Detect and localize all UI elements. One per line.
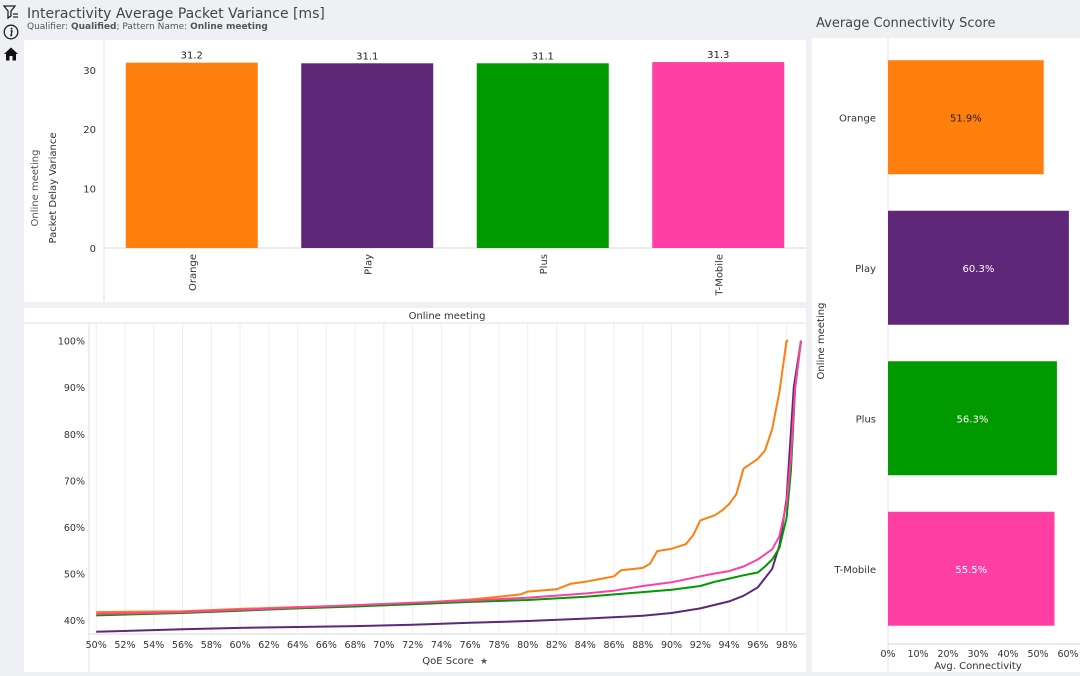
bar-play: [301, 63, 434, 248]
hbar-value-label: 56.3%: [957, 414, 989, 425]
x-tick-label: 62%: [258, 640, 279, 651]
qoe-cdf-chart: Online meeting 40% 50% 60% 70% 80% 90% 100% 50%…: [24, 311, 806, 672]
x-tick-label: 94%: [719, 640, 740, 651]
x-tick-label: 98%: [776, 640, 797, 651]
connectivity-panel: Online meeting 51.9% Orange 60.3% Play 56.3%…: [812, 38, 1080, 672]
filter-icon[interactable]: [2, 3, 20, 21]
x-tick-label: 68%: [345, 640, 366, 651]
x-tick-label: 78%: [488, 640, 509, 651]
toolbar: [0, 0, 22, 675]
pattern-value: Online meeting: [190, 22, 268, 32]
x-tick-label: 90%: [661, 640, 682, 651]
hbar-value-label: 51.9%: [950, 113, 982, 124]
category-label: Orange: [839, 113, 876, 124]
connectivity-chart: Online meeting 51.9% Orange 60.3% Play 56.3%…: [816, 38, 1080, 672]
hbar-value-label: 55.5%: [955, 565, 987, 576]
x-tick-label: 84%: [575, 640, 596, 651]
y-tick-label: 60%: [64, 523, 85, 534]
y-tick-label: 100%: [58, 337, 85, 348]
x-tick-label: 60%: [229, 640, 250, 651]
x-tick-label: 30%: [967, 649, 988, 660]
x-tick-label: 50%: [86, 640, 107, 651]
chart-title: Online meeting: [409, 311, 486, 322]
x-tick-label: 82%: [546, 640, 567, 651]
connectivity-y-label: Online meeting: [816, 303, 827, 380]
x-tick-label: 86%: [603, 640, 624, 651]
x-tick-label: 70%: [373, 640, 394, 651]
x-tick-label: 50%: [1027, 649, 1048, 660]
qualifier-value: Qualified: [70, 22, 117, 32]
category-label: Plus: [856, 414, 876, 425]
connectivity-title: Average Connectivity Score: [816, 16, 996, 31]
pin-icon: ★: [480, 657, 488, 667]
y-tick-label: 30: [83, 66, 96, 77]
x-tick-label: 80%: [517, 640, 538, 651]
x-tick-label: 74%: [431, 640, 452, 651]
x-tick-label: Plus: [539, 254, 550, 274]
bar-value-label: 31.1: [356, 51, 378, 62]
bar-value-label: 31.1: [532, 51, 554, 62]
hbar-value-label: 60.3%: [963, 264, 995, 275]
bar-plus: [476, 63, 609, 248]
series-line-plus: [96, 340, 802, 617]
bar-orange: [125, 62, 258, 248]
bar-value-label: 31.2: [181, 51, 203, 62]
series-line-play: [96, 340, 802, 633]
y-tick-label: 90%: [64, 383, 85, 394]
bar-value-label: 31.3: [707, 50, 729, 61]
packet-variance-panel: Online meeting Packet Delay Variance 0 10…: [24, 40, 806, 302]
x-tick-label: 40%: [997, 649, 1018, 660]
qualifier-label: Qualifier:: [27, 22, 69, 32]
x-tick-label: 64%: [287, 640, 308, 651]
hbar-plus: [888, 361, 1057, 476]
x-tick-label: 96%: [747, 640, 768, 651]
x-axis-label: Avg. Connectivity: [934, 661, 1022, 672]
x-tick-label: 88%: [632, 640, 653, 651]
series-line-t-mobile: [96, 340, 802, 615]
qoe-cdf-panel: Online meeting 40% 50% 60% 70% 80% 90% 100% 50%…: [24, 308, 806, 672]
y-tick-label: 20: [83, 125, 96, 136]
packet-variance-chart: Online meeting Packet Delay Variance 0 10…: [30, 40, 806, 302]
y-tick-label: 0: [90, 244, 96, 255]
x-tick-label: 76%: [460, 640, 481, 651]
x-tick-label: Play: [363, 254, 374, 275]
x-tick-label: 52%: [114, 640, 135, 651]
x-tick-label: T-Mobile: [714, 254, 725, 297]
x-tick-label: 20%: [937, 649, 958, 660]
y-tick-label: 50%: [64, 569, 85, 580]
page-subtitle: Qualifier: Qualified; Pattern Name: Onli…: [27, 22, 268, 32]
x-tick-label: 92%: [690, 640, 711, 651]
x-tick-label: 66%: [316, 640, 337, 651]
x-tick-label: 60%: [1057, 649, 1078, 660]
x-tick-label: 56%: [172, 640, 193, 651]
hbar-t-mobile: [888, 511, 1055, 626]
category-label: T-Mobile: [833, 565, 876, 576]
x-tick-label: 10%: [907, 649, 928, 660]
series-line-orange: [96, 339, 789, 614]
bar-t-mobile: [652, 62, 785, 248]
x-tick-label: 54%: [143, 640, 164, 651]
x-tick-label: 72%: [402, 640, 423, 651]
y-axis-outer-label: Online meeting: [30, 150, 41, 227]
x-axis-label: QoE Score: [422, 656, 474, 667]
y-tick-label: 70%: [64, 476, 85, 487]
x-tick-label: Orange: [188, 254, 199, 291]
y-axis-label: Packet Delay Variance: [48, 133, 59, 244]
home-icon[interactable]: [2, 45, 20, 63]
y-tick-label: 40%: [64, 616, 85, 627]
info-icon[interactable]: [2, 23, 20, 41]
hbar-orange: [888, 60, 1044, 175]
pattern-label: ; Pattern Name:: [116, 22, 188, 32]
page-title: Interactivity Average Packet Variance [m…: [27, 6, 325, 22]
hbar-play: [888, 210, 1069, 325]
y-tick-label: 80%: [64, 430, 85, 441]
y-tick-label: 10: [83, 185, 96, 196]
category-label: Play: [855, 264, 876, 275]
x-tick-label: 58%: [201, 640, 222, 651]
x-tick-label: 0%: [880, 649, 895, 660]
